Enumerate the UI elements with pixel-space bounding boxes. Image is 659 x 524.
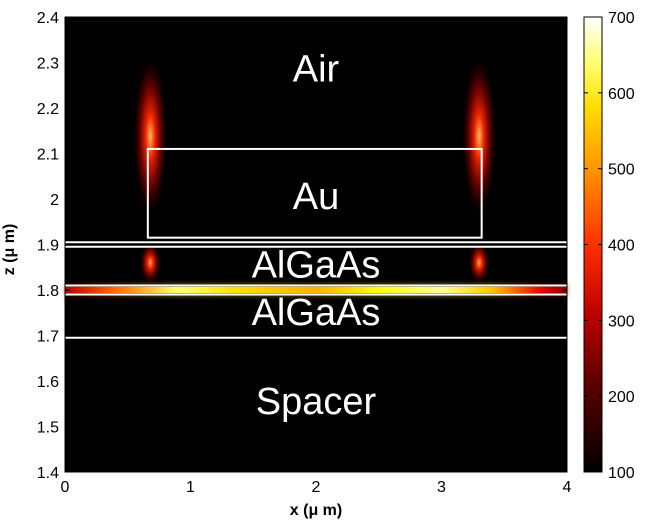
x-tick-label: 1: [186, 479, 195, 496]
x-tick-label: 3: [437, 479, 446, 496]
y-tick-label: 2.3: [37, 56, 59, 73]
region-labels: Air Au AlGaAs AlGaAs Spacer: [252, 49, 381, 423]
x-axis-label: x (μ m): [290, 502, 342, 519]
x-tick-label: 4: [563, 479, 572, 496]
hotspot: [468, 240, 491, 285]
y-tick-label: 1.4: [37, 465, 59, 482]
region-label: AlGaAs: [252, 292, 381, 334]
y-tick-label: 1.6: [37, 374, 59, 391]
heatmap-field: [65, 51, 567, 295]
region-label: AlGaAs: [252, 244, 381, 286]
y-tick-label: 2.2: [37, 101, 59, 118]
colorbar-ticks: 100 200 300 400 500 600 700: [584, 10, 635, 482]
y-tick-label: 1.9: [37, 238, 59, 255]
hotspot: [461, 51, 498, 222]
colorbar: 100 200 300 400 500 600 700: [583, 10, 635, 482]
region-label: Au: [293, 176, 339, 218]
colorbar-tick-label: 500: [608, 162, 635, 179]
region-label: Air: [293, 49, 340, 91]
y-tick-label: 1.8: [37, 283, 59, 300]
hotspot: [132, 51, 169, 222]
colorbar-tick-label: 400: [608, 238, 635, 255]
y-tick-label: 2.4: [37, 10, 59, 27]
colorbar-tick-label: 200: [608, 389, 635, 406]
region-label: Spacer: [256, 381, 377, 423]
colorbar-tick-label: 600: [608, 86, 635, 103]
guided-mode-band: [65, 287, 567, 293]
hotspot: [139, 240, 162, 285]
y-axis-label: z (μ m): [1, 224, 18, 276]
colorbar-tick-label: 100: [608, 465, 635, 482]
x-tick-label: 2: [312, 479, 321, 496]
structure-outlines: [65, 147, 567, 339]
x-tick-label: 0: [61, 479, 70, 496]
x-axis: 0 1 2 3 4: [61, 17, 572, 496]
au-stripe-outline: [146, 147, 483, 239]
y-tick-label: 1.5: [37, 420, 59, 437]
y-tick-label: 1.7: [37, 329, 59, 346]
colorbar-tick-label: 300: [608, 313, 635, 330]
y-tick-label: 2: [50, 192, 59, 209]
y-tick-label: 2.1: [37, 147, 59, 164]
y-axis: 1.4 1.5 1.6 1.7 1.8 1.9 2 2.1 2.2 2.3 2.4: [37, 10, 567, 482]
colorbar-tick-label: 700: [608, 10, 635, 27]
heatmap-plot: Air Au AlGaAs AlGaAs Spacer: [64, 16, 568, 473]
